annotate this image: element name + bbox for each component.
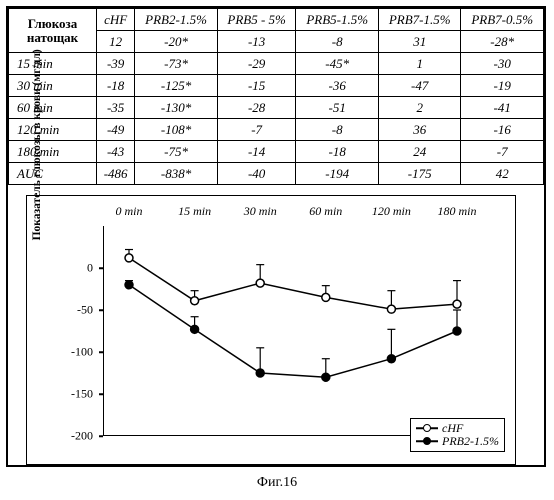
cell: -30 [461, 53, 544, 75]
cell: -125* [135, 75, 217, 97]
legend-item: cHF [416, 422, 499, 435]
table-header-row: Глюкоза натощак cHF PRB2-1.5% PRB5 - 5% … [9, 9, 544, 31]
cell: -18 [97, 75, 135, 97]
row-label: 30 min [9, 75, 97, 97]
cell: -29 [217, 53, 296, 75]
cell: -40 [217, 163, 296, 185]
row-label: 15 min [9, 53, 97, 75]
cell: -838* [135, 163, 217, 185]
cell: -130* [135, 97, 217, 119]
cell: -28 [217, 97, 296, 119]
x-tick-label: 120 min [372, 204, 411, 219]
col-header: cHF [97, 9, 135, 31]
x-tick-label: 180 min [438, 204, 477, 219]
chart-svg [103, 226, 483, 436]
y-tick-label: -50 [63, 303, 93, 318]
cell: -175 [378, 163, 460, 185]
y-tick-label: -200 [63, 429, 93, 444]
cell: -14 [217, 141, 296, 163]
cell: -8 [296, 119, 378, 141]
cell: 31 [378, 31, 460, 53]
corner-header-text: Глюкоза натощак [27, 16, 78, 45]
y-tick-label: -100 [63, 345, 93, 360]
cell: -194 [296, 163, 378, 185]
cell: -19 [461, 75, 544, 97]
cell: -13 [217, 31, 296, 53]
cell: -39 [97, 53, 135, 75]
table-row: 15 min -39 -73* -29 -45* 1 -30 [9, 53, 544, 75]
cell: -16 [461, 119, 544, 141]
legend-marker-filled [416, 436, 438, 446]
cell: 42 [461, 163, 544, 185]
cell: -36 [296, 75, 378, 97]
figure-caption: Фиг.16 [6, 475, 548, 491]
col-header: PRB2-1.5% [135, 9, 217, 31]
cell: -35 [97, 97, 135, 119]
figure-container: Глюкоза натощак cHF PRB2-1.5% PRB5 - 5% … [6, 6, 546, 467]
table-row: 60 min -35 -130* -28 -51 2 -41 [9, 97, 544, 119]
table-row: 180 min -43 -75* -14 -18 24 -7 [9, 141, 544, 163]
cell: 36 [378, 119, 460, 141]
cell: -7 [217, 119, 296, 141]
row-label: 180 min [9, 141, 97, 163]
y-tick-label: 0 [63, 261, 93, 276]
cell: -73* [135, 53, 217, 75]
legend-marker-open [416, 423, 438, 433]
table-row: 30 min -18 -125* -15 -36 -47 -19 [9, 75, 544, 97]
legend-label: cHF [442, 422, 463, 435]
cell: -486 [97, 163, 135, 185]
plot-area [103, 226, 483, 436]
x-tick-label: 15 min [178, 204, 211, 219]
corner-header: Глюкоза натощак [9, 9, 97, 53]
legend: cHF PRB2-1.5% [410, 418, 505, 452]
x-tick-label: 0 min [116, 204, 143, 219]
cell: 24 [378, 141, 460, 163]
cell: -41 [461, 97, 544, 119]
x-tick-label: 30 min [244, 204, 277, 219]
table-row: 120 min -49 -108* -7 -8 36 -16 [9, 119, 544, 141]
col-header: PRB7-0.5% [461, 9, 544, 31]
table-row: AUC -486 -838* -40 -194 -175 42 [9, 163, 544, 185]
cell: -75* [135, 141, 217, 163]
x-tick-label: 60 min [309, 204, 342, 219]
cell: 12 [97, 31, 135, 53]
cell: -47 [378, 75, 460, 97]
col-header: PRB5-1.5% [296, 9, 378, 31]
cell: -49 [97, 119, 135, 141]
cell: -45* [296, 53, 378, 75]
chart-box: Показатель глюкозы в крови (мг/дл) 0-50-… [26, 195, 516, 465]
cell: -43 [97, 141, 135, 163]
chart-wrapper: Показатель глюкозы в крови (мг/дл) 0-50-… [26, 195, 544, 465]
cell: -28* [461, 31, 544, 53]
cell: -7 [461, 141, 544, 163]
row-label: AUC [9, 163, 97, 185]
data-table: Глюкоза натощак cHF PRB2-1.5% PRB5 - 5% … [8, 8, 544, 185]
row-label: 60 min [9, 97, 97, 119]
col-header: PRB5 - 5% [217, 9, 296, 31]
legend-label: PRB2-1.5% [442, 435, 499, 448]
cell: -51 [296, 97, 378, 119]
cell: -15 [217, 75, 296, 97]
cell: 1 [378, 53, 460, 75]
cell: -8 [296, 31, 378, 53]
y-axis-label: Показатель глюкозы в крови (мг/дл) [31, 49, 43, 240]
col-header: PRB7-1.5% [378, 9, 460, 31]
row-label: 120 min [9, 119, 97, 141]
cell: -18 [296, 141, 378, 163]
cell: -20* [135, 31, 217, 53]
legend-item: PRB2-1.5% [416, 435, 499, 448]
cell: 2 [378, 97, 460, 119]
y-tick-label: -150 [63, 387, 93, 402]
cell: -108* [135, 119, 217, 141]
